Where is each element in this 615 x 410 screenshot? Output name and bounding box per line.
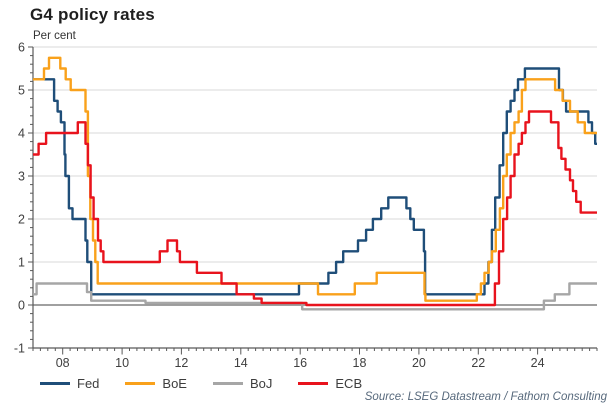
legend-label-boe: BoE [162, 376, 187, 391]
y-tick-label: 1 [18, 256, 25, 270]
x-tick-label: 18 [353, 356, 367, 370]
y-tick-label: 0 [18, 299, 25, 313]
y-tick-label: 6 [18, 41, 25, 55]
x-tick-label: 12 [174, 356, 188, 370]
legend-swatch-ecb [298, 382, 329, 385]
legend-swatch-fed [40, 382, 70, 385]
x-tick-label: 08 [56, 356, 70, 370]
y-tick-label: 4 [18, 127, 25, 141]
x-tick-label: 22 [471, 356, 485, 370]
series-line-boj [33, 282, 597, 311]
legend-item-boj: BoJ [212, 376, 273, 391]
y-tick-label: 5 [18, 84, 25, 98]
x-tick-label: 20 [412, 356, 426, 370]
x-tick-label: 14 [234, 356, 248, 370]
x-tick-label: 16 [293, 356, 307, 370]
legend-swatch-boj [212, 382, 243, 385]
legend-label-ecb: ECB [335, 376, 363, 391]
series-line-boe [33, 56, 597, 302]
y-tick-label: -1 [14, 342, 25, 356]
series-line-ecb [33, 110, 597, 307]
legend-label-boj: BoJ [249, 376, 273, 391]
source-credit: Source: LSEG Datastream / Fathom Consult… [364, 391, 607, 403]
legend-item-fed: Fed [40, 376, 99, 391]
series-line-fed [33, 67, 597, 296]
y-tick-label: 3 [18, 170, 25, 184]
chart-title: G4 policy rates [30, 5, 155, 24]
y-axis-unit-label: Per cent [33, 30, 76, 42]
x-tick-label: 10 [115, 356, 129, 370]
legend-item-ecb: ECB [298, 376, 362, 391]
legend-swatch-boe [125, 382, 156, 385]
legend: Fed BoE BoJ ECB [40, 376, 388, 391]
y-tick-label: 2 [18, 213, 25, 227]
legend-label-fed: Fed [77, 376, 100, 391]
x-tick-label: 24 [531, 356, 545, 370]
legend-item-boe: BoE [125, 376, 187, 391]
